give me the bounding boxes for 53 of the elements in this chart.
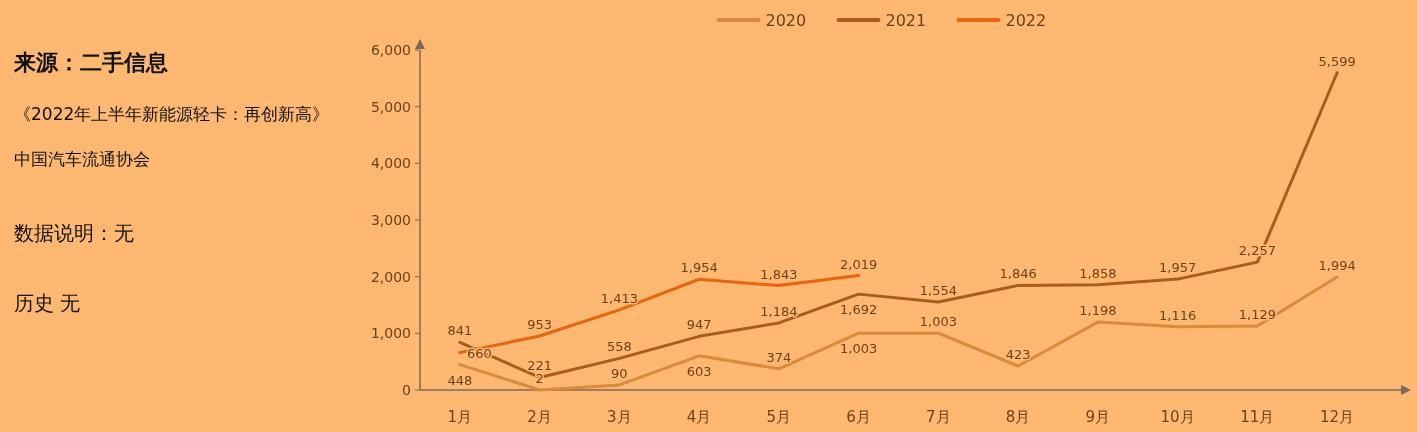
data-label: 1,413 <box>600 290 638 306</box>
data-label: 448 <box>447 372 473 388</box>
text: 《2022年上半年新能源轻卡：再创新高》 <box>14 104 330 124</box>
x-tick-label: 3月 <box>607 408 632 426</box>
x-tick-label: 7月 <box>926 408 951 426</box>
data-label: 1,554 <box>919 282 957 298</box>
data-label: 953 <box>527 317 553 332</box>
legend-label: 2022 <box>1005 10 1047 30</box>
y-tick-label: 4,000 <box>370 155 411 172</box>
text: 历史 无 <box>14 291 81 315</box>
data-label: 90 <box>611 365 628 381</box>
data-label: 1,858 <box>1079 265 1117 281</box>
data-label: 2,019 <box>840 256 878 272</box>
data-label: 947 <box>686 317 712 333</box>
data-label: 1,184 <box>760 303 798 319</box>
data-label: 1,198 <box>1079 303 1117 319</box>
x-tick-label: 10月 <box>1160 408 1195 426</box>
data-label: 1,003 <box>840 341 878 357</box>
y-tick-label: 3,000 <box>370 211 411 228</box>
data-label: 1,129 <box>1238 307 1276 323</box>
source-note: 来源：二手信息 <box>13 50 168 75</box>
x-tick-label: 4月 <box>686 408 712 426</box>
x-tick-label: 5月 <box>766 408 792 426</box>
x-tick-label: 12月 <box>1320 408 1355 426</box>
x-tick-label: 2月 <box>527 408 552 426</box>
y-tick-label: 1,000 <box>370 325 411 342</box>
data-label: 558 <box>606 339 632 355</box>
data-label: 1,957 <box>1159 260 1197 276</box>
text: 中国汽车流通协会 <box>14 149 150 169</box>
data-label: 5,599 <box>1318 53 1356 69</box>
text: 数据说明：无 <box>14 221 134 245</box>
x-tick-label: 9月 <box>1085 408 1111 426</box>
y-tick-label: 6,000 <box>370 41 411 58</box>
x-tick-label: 8月 <box>1005 408 1031 426</box>
data-label: 1,846 <box>999 266 1037 282</box>
x-tick-label: 11月 <box>1240 408 1275 426</box>
y-tick-label: 0 <box>402 381 411 398</box>
y-tick-label: 2,000 <box>370 268 411 285</box>
data-label: 1,116 <box>1159 307 1197 323</box>
data-label: 1,843 <box>760 266 798 282</box>
x-tick-label: 6月 <box>846 408 871 426</box>
data-label: 1,692 <box>840 302 878 318</box>
legend-label: 2020 <box>765 10 807 30</box>
legend-label: 2021 <box>885 10 927 30</box>
data-label: 1,994 <box>1318 258 1356 274</box>
x-tick-label: 1月 <box>447 408 473 426</box>
data-label: 374 <box>766 349 792 365</box>
data-label: 603 <box>686 363 712 379</box>
data-label: 841 <box>447 323 473 339</box>
y-tick-label: 5,000 <box>370 98 411 115</box>
data-label: 1,003 <box>919 314 957 330</box>
data-label: 423 <box>1005 347 1031 363</box>
data-label: 1,954 <box>680 260 718 276</box>
